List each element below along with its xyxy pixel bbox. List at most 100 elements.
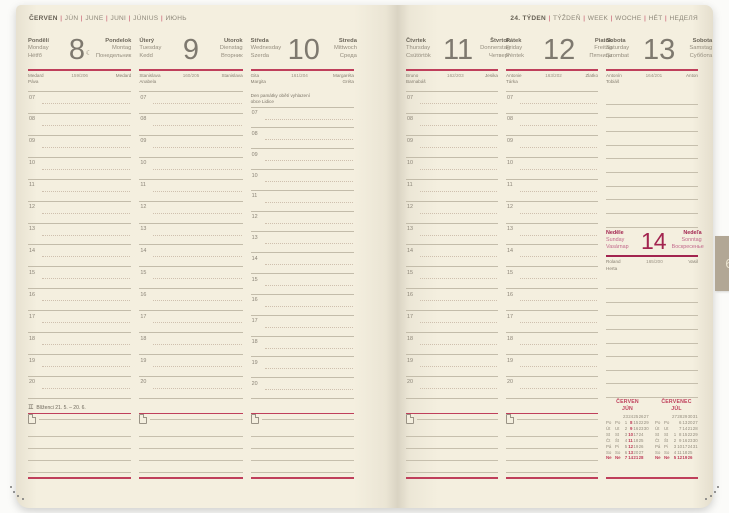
hour-slot: 12	[28, 200, 132, 223]
note-line	[261, 418, 354, 420]
writing-line	[606, 105, 698, 119]
hour-slot: 14	[139, 244, 243, 266]
hour-slot: 07	[250, 106, 354, 128]
hour-grid: 07 08 09 10 11 12 13 14 15 16 17 18 19 20	[139, 91, 243, 399]
week-number: 25	[633, 414, 639, 420]
mini-calendar-day: 5	[673, 455, 677, 461]
mini-calendar-day: 14	[628, 455, 634, 461]
mini-calendar-day: 17	[633, 431, 639, 437]
title-word: TÝŽDEŇ	[552, 15, 581, 22]
hour-writing-line	[153, 212, 242, 214]
date-number: 13	[643, 34, 676, 66]
hour-label: 15	[251, 276, 258, 283]
writing-line	[606, 91, 698, 105]
hour-label: 18	[140, 335, 147, 342]
writing-line	[28, 425, 132, 437]
mini-calendar-day: 21	[633, 455, 639, 461]
day-names-left: Pátek Friday Péntek	[506, 35, 536, 60]
hour-writing-line	[42, 212, 131, 214]
hour-label: 14	[507, 247, 513, 254]
day-names-right: Sobota Samstag Суббота	[682, 35, 712, 60]
header-underline	[250, 69, 354, 71]
mini-calendar-month-sk: JÚL	[671, 405, 682, 412]
writing-line	[250, 461, 354, 473]
day-name-de: Mittwoch	[334, 45, 357, 52]
mini-calendar-title: ČERVEN JÚN	[606, 399, 649, 412]
mini-calendar-day: 3	[673, 443, 677, 449]
hour-slot: 19	[139, 354, 243, 376]
hour-slot: 20	[506, 375, 598, 398]
zodiac-row	[250, 399, 354, 414]
day-name-de: Freitag	[594, 45, 613, 52]
writing-line	[606, 289, 698, 303]
hour-writing-line	[153, 234, 242, 236]
hour-writing-line	[264, 305, 353, 307]
day-name-sk: Sobota	[692, 38, 713, 44]
mini-calendar-day: 27	[638, 449, 644, 455]
hour-slot: 13	[28, 222, 132, 245]
right-page: Čtvrtek Thursday Csütörtök 11 Štvrtok Do…	[406, 34, 712, 479]
day-of-year: 164/201	[645, 73, 663, 78]
hour-label: 19	[407, 357, 413, 364]
page-icon	[506, 414, 514, 424]
note-row	[139, 414, 243, 425]
hour-writing-line	[153, 146, 242, 148]
hour-label: 15	[507, 269, 513, 276]
hour-writing-line	[520, 190, 597, 192]
zodiac-row	[506, 399, 598, 414]
title-word: JÚNIUS	[133, 15, 159, 22]
title-separator: |	[80, 15, 83, 22]
day-name-hu: Péntek	[506, 52, 525, 59]
weekday-label: St	[655, 431, 660, 437]
writing-line	[506, 437, 598, 449]
note-row	[250, 414, 354, 425]
week-number: 29	[682, 414, 688, 420]
title-word: ČERVEN	[29, 15, 58, 22]
hour-slot: 14	[506, 244, 598, 266]
hour-writing-line	[153, 366, 242, 368]
hour-writing-line	[420, 146, 497, 148]
hour-slot: 10	[139, 156, 243, 179]
hour-label: 18	[29, 335, 35, 342]
day-name-cz: Středa	[250, 38, 269, 44]
hour-writing-line	[420, 190, 497, 192]
hour-writing-line	[264, 243, 353, 245]
writing-line	[606, 173, 698, 187]
weekday-label: Ne	[664, 455, 670, 461]
day-name-ru: Воскресенье	[671, 243, 704, 250]
hour-slot: 18	[250, 335, 354, 357]
weekday-label: Čt	[655, 437, 660, 443]
mini-calendar-day: 6	[678, 420, 682, 426]
mini-calendar-month-cz: ČERVENEC	[661, 399, 692, 405]
page-icon	[139, 414, 148, 424]
mini-calendar-day: 27	[692, 420, 698, 426]
nameday-cz-2: Páva	[28, 79, 39, 85]
hour-slot: 16	[28, 288, 132, 310]
day-of-year: 161/204	[291, 73, 308, 78]
hour-slot: 10	[250, 169, 354, 190]
hour-writing-line	[520, 300, 597, 302]
day-footer	[406, 399, 498, 479]
hour-writing-line	[420, 387, 497, 389]
header-underline	[606, 255, 698, 258]
day-header: Sobota Saturday Szombat 13 Sobota Samsta…	[606, 34, 712, 69]
mini-calendar-day: 23	[638, 425, 644, 431]
day-name-en: Thursday	[406, 45, 431, 52]
hour-slot: 18	[506, 332, 598, 354]
day-names-right: Nedeľa Sonntag Воскресенье	[671, 228, 704, 251]
hour-label: 10	[29, 160, 35, 167]
hour-writing-line	[420, 344, 497, 346]
nameday-row: Bruno Barnabáš 162/203 Jesika	[406, 71, 498, 91]
diary-spread: ČERVEN | JÚN | JUNE | JUNI | JÚNIUS | ИЮНЬ 24. TÝD…	[16, 5, 729, 508]
mini-calendar-day: 4	[673, 449, 677, 455]
writing-line	[250, 437, 354, 449]
day-name-cz: Úterý	[139, 38, 155, 44]
mini-calendar-day: 5	[624, 443, 628, 449]
hour-label: 17	[507, 313, 513, 320]
hour-label: 14	[407, 247, 413, 254]
mini-calendar-day: 18	[682, 449, 688, 455]
nameday-row: Roland Herta 165/200 Vasil	[606, 257, 698, 275]
hour-writing-line	[264, 118, 353, 120]
writing-line	[139, 449, 243, 461]
corner-stitching	[10, 486, 12, 488]
